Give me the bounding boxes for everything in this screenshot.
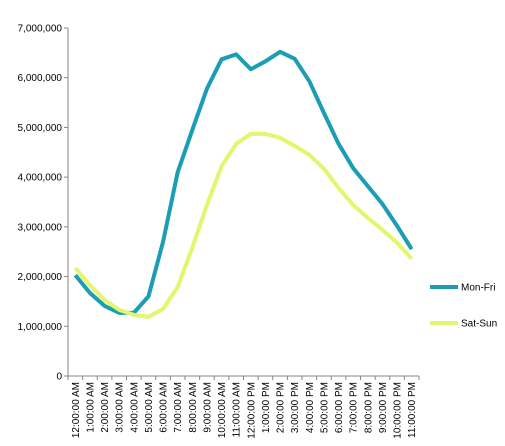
x-tick-label: 7:00:00 AM bbox=[173, 382, 184, 433]
x-tick-label: 2:00:00 AM bbox=[100, 382, 111, 433]
x-tick-label: 3:00:00 PM bbox=[290, 382, 301, 433]
x-tick-label: 11:00:00 AM bbox=[232, 382, 243, 437]
x-tick-label: 1:00:00 AM bbox=[85, 382, 96, 433]
series-line bbox=[73, 49, 414, 315]
x-tick-label: 12:00:00 AM bbox=[71, 382, 82, 438]
x-tick-label: 7:00:00 PM bbox=[349, 382, 360, 433]
x-tick-label: 9:00:00 PM bbox=[378, 382, 389, 433]
x-tick-label: 8:00:00 AM bbox=[188, 382, 199, 433]
x-tick-label: 5:00:00 AM bbox=[144, 382, 155, 433]
y-tick-label: 3,000,000 bbox=[18, 222, 63, 233]
x-tick-label: 4:00:00 PM bbox=[305, 382, 316, 433]
x-tick-label: 12:00:00 PM bbox=[246, 382, 257, 439]
x-tick-label: 10:00:00 AM bbox=[217, 382, 228, 438]
y-tick-label: 5,000,000 bbox=[18, 123, 63, 134]
y-tick-label: 2,000,000 bbox=[18, 272, 63, 283]
y-tick-label: 4,000,000 bbox=[18, 173, 63, 184]
x-tick-label: 11:00:00 PM bbox=[407, 382, 418, 438]
x-tick-label: 5:00:00 PM bbox=[319, 382, 330, 433]
x-tick-label: 4:00:00 AM bbox=[129, 382, 140, 433]
legend-label: Mon-Fri bbox=[461, 283, 495, 294]
x-tick-label: 2:00:00 PM bbox=[276, 382, 287, 433]
x-tick-label: 6:00:00 PM bbox=[334, 382, 345, 433]
y-tick-label: 1,000,000 bbox=[18, 322, 63, 333]
y-tick-label: 0 bbox=[56, 372, 62, 383]
x-tick-label: 10:00:00 PM bbox=[393, 382, 404, 439]
x-tick-label: 6:00:00 AM bbox=[159, 382, 170, 433]
y-tick-label: 6,000,000 bbox=[18, 73, 63, 84]
x-tick-label: 9:00:00 AM bbox=[202, 382, 213, 433]
y-tick-label: 7,000,000 bbox=[18, 24, 63, 35]
legend-label: Sat-Sun bbox=[461, 319, 497, 330]
x-tick-label: 3:00:00 AM bbox=[115, 382, 126, 433]
x-tick-label: 8:00:00 PM bbox=[363, 382, 374, 433]
series-line bbox=[73, 131, 414, 319]
x-tick-label: 1:00:00 PM bbox=[261, 382, 272, 433]
